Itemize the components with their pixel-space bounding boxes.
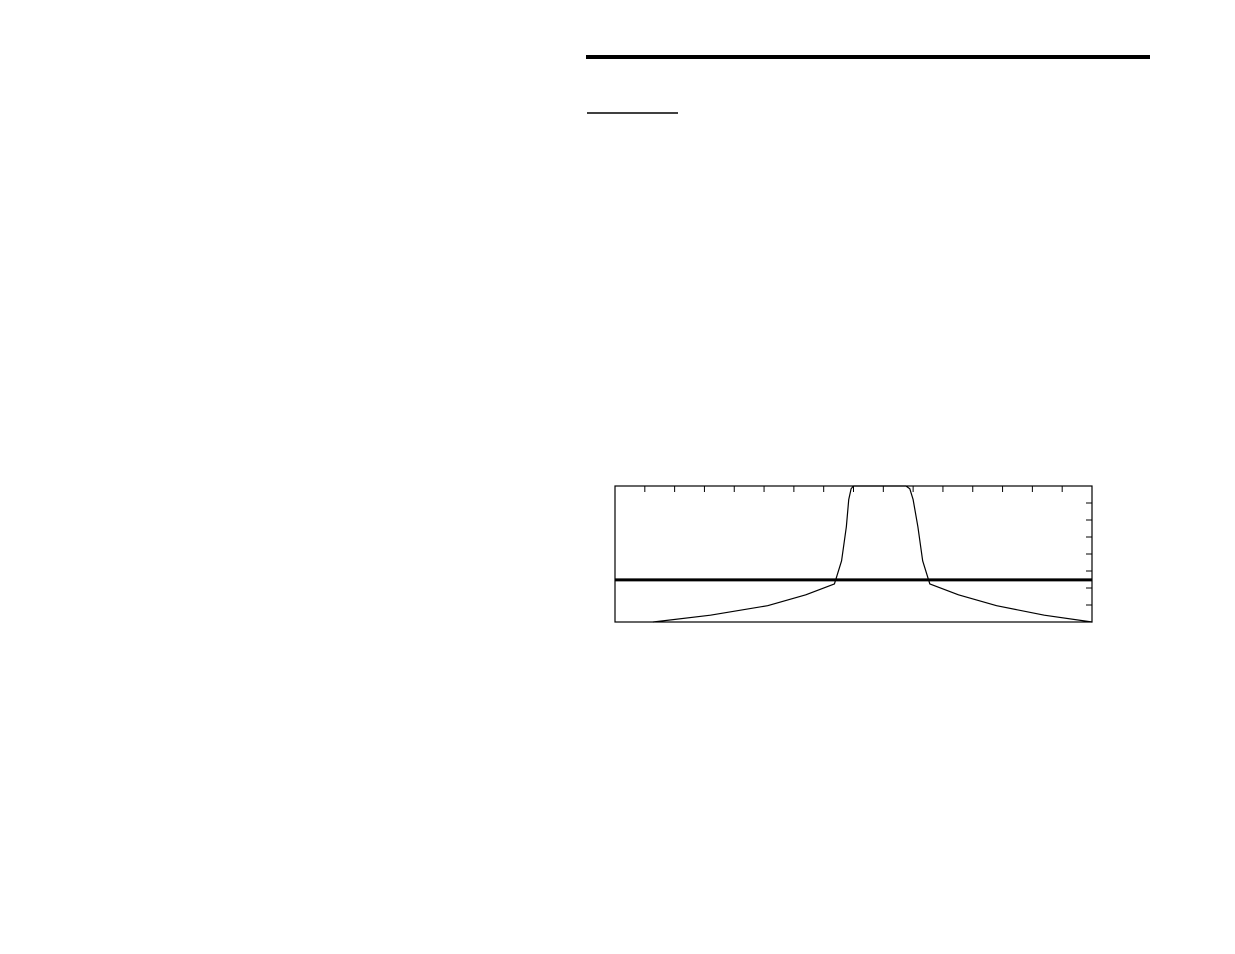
profile-chart [615, 486, 1092, 622]
chart-frame [615, 486, 1092, 622]
profile-curve [653, 486, 1092, 622]
